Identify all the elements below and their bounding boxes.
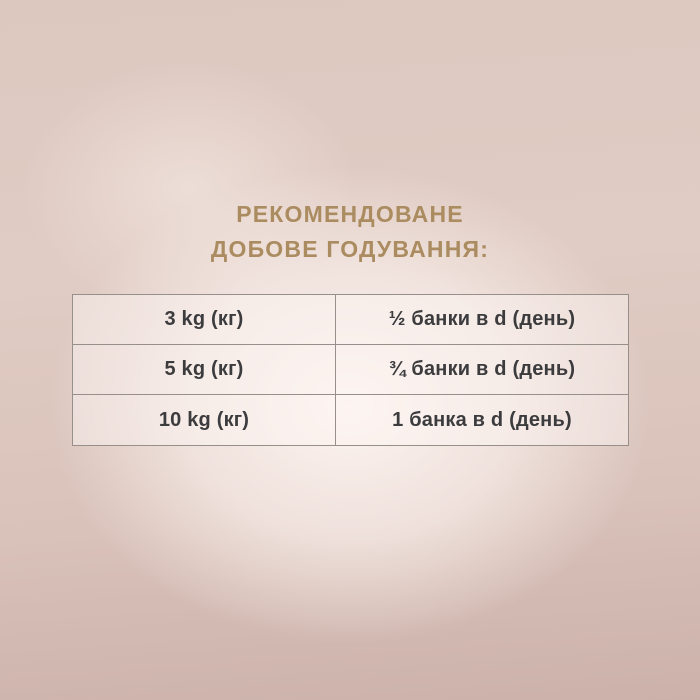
title-line-1: РЕКОМЕНДОВАНЕ [236,201,464,227]
weight-cell: 5 kg (кг) [73,345,336,395]
weight-cell: 3 kg (кг) [73,295,336,345]
amount-cell: 1 банка в d (день) [336,395,628,445]
title-line-2: ДОБОВЕ ГОДУВАННЯ: [210,236,490,262]
feeding-table: 3 kg (кг) ½ банки в d (день) 5 kg (кг) ¾… [72,294,629,446]
page-title: РЕКОМЕНДОВАНЕ ДОБОВЕ ГОДУВАННЯ: [0,197,700,267]
weight-cell: 10 kg (кг) [73,395,336,445]
amount-cell: ¾ банки в d (день) [336,345,628,395]
amount-cell: ½ банки в d (день) [336,295,628,345]
